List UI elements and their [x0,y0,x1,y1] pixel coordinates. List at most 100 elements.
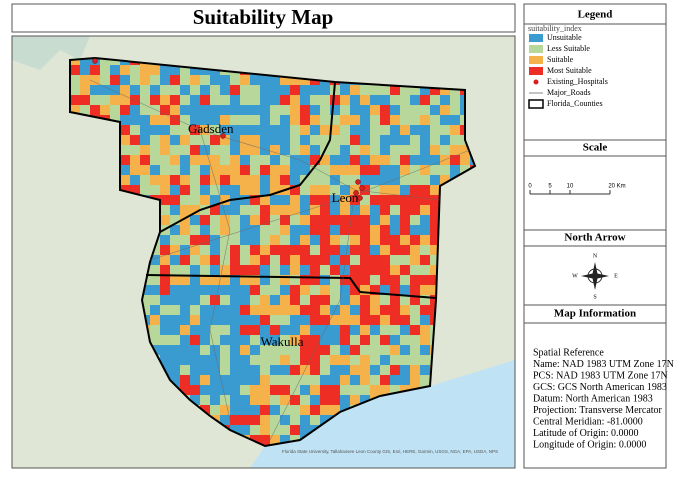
raster-cell [120,145,130,155]
raster-cell [380,215,390,225]
raster-cell [340,105,350,115]
raster-cell [200,315,210,325]
raster-cell [170,295,180,305]
raster-cell [230,155,240,165]
raster-cell [140,155,150,165]
raster-cell [260,375,270,385]
raster-cell [160,325,170,335]
direction: E [614,273,618,279]
raster-cell [330,265,340,275]
raster-cell [400,265,410,275]
raster-cell [350,265,360,275]
raster-cell [410,305,420,315]
raster-cell [330,285,340,295]
raster-cell [80,65,90,75]
raster-cell [230,145,240,155]
raster-cell [190,315,200,325]
raster-cell [160,285,170,295]
raster-cell [150,115,160,125]
raster-cell [310,195,320,205]
raster-cell [280,305,290,315]
raster-cell [150,305,160,315]
raster-cell [120,75,130,85]
raster-cell [210,405,220,415]
raster-cell [230,395,240,405]
raster-cell [230,205,240,215]
raster-cell [420,265,430,275]
raster-cell [430,185,440,195]
raster-cell [260,435,270,445]
legend-swatch [529,56,543,64]
raster-cell [250,305,260,315]
raster-cell [420,135,430,145]
raster-cell [380,245,390,255]
raster-cell [140,145,150,155]
raster-cell [270,225,280,235]
raster-cell [280,75,290,85]
raster-cell [400,225,410,235]
raster-cell [350,85,360,95]
raster-cell [200,205,210,215]
raster-cell [370,255,380,265]
raster-cell [310,105,320,115]
raster-cell [290,135,300,145]
raster-cell [100,85,110,95]
raster-cell [420,275,430,285]
raster-cell [240,365,250,375]
raster-cell [290,195,300,205]
raster-cell [250,315,260,325]
raster-cell [280,395,290,405]
raster-cell [400,305,410,315]
raster-cell [230,425,240,435]
scale-box [523,139,667,231]
raster-cell [230,275,240,285]
raster-cell [190,225,200,235]
raster-cell [280,355,290,365]
raster-cell [390,315,400,325]
raster-cell [280,215,290,225]
raster-cell [360,385,370,395]
raster-cell [200,295,210,305]
raster-cell [280,115,290,125]
raster-cell [420,325,430,335]
raster-cell [350,305,360,315]
raster-cell [240,195,250,205]
raster-cell [210,285,220,295]
raster-cell [230,95,240,105]
raster-cell [260,195,270,205]
raster-cell [250,225,260,235]
raster-cell [270,255,280,265]
raster-cell [180,145,190,155]
raster-cell [370,185,380,195]
raster-cell [360,215,370,225]
raster-cell [290,145,300,155]
raster-cell [260,235,270,245]
raster-cell [190,175,200,185]
raster-cell [150,75,160,85]
raster-cell [360,125,370,135]
raster-cell [300,155,310,165]
raster-cell [240,205,250,215]
raster-cell [220,335,230,345]
raster-cell [390,365,400,375]
raster-cell [380,275,390,285]
raster-cell [290,345,300,355]
raster-cell [120,105,130,115]
raster-cell [270,325,280,335]
raster-cell [380,235,390,245]
raster-cell [260,425,270,435]
raster-cell [230,345,240,355]
raster-cell [380,385,390,395]
raster-cell [420,145,430,155]
raster-cell [350,285,360,295]
raster-cell [410,95,420,105]
raster-cell [270,275,280,285]
raster-cell [260,355,270,365]
raster-cell [420,125,430,135]
raster-cell [310,325,320,335]
raster-cell [180,205,190,215]
raster-cell [360,285,370,295]
raster-cell [170,85,180,95]
raster-cell [300,355,310,365]
legend-swatch [529,34,543,42]
